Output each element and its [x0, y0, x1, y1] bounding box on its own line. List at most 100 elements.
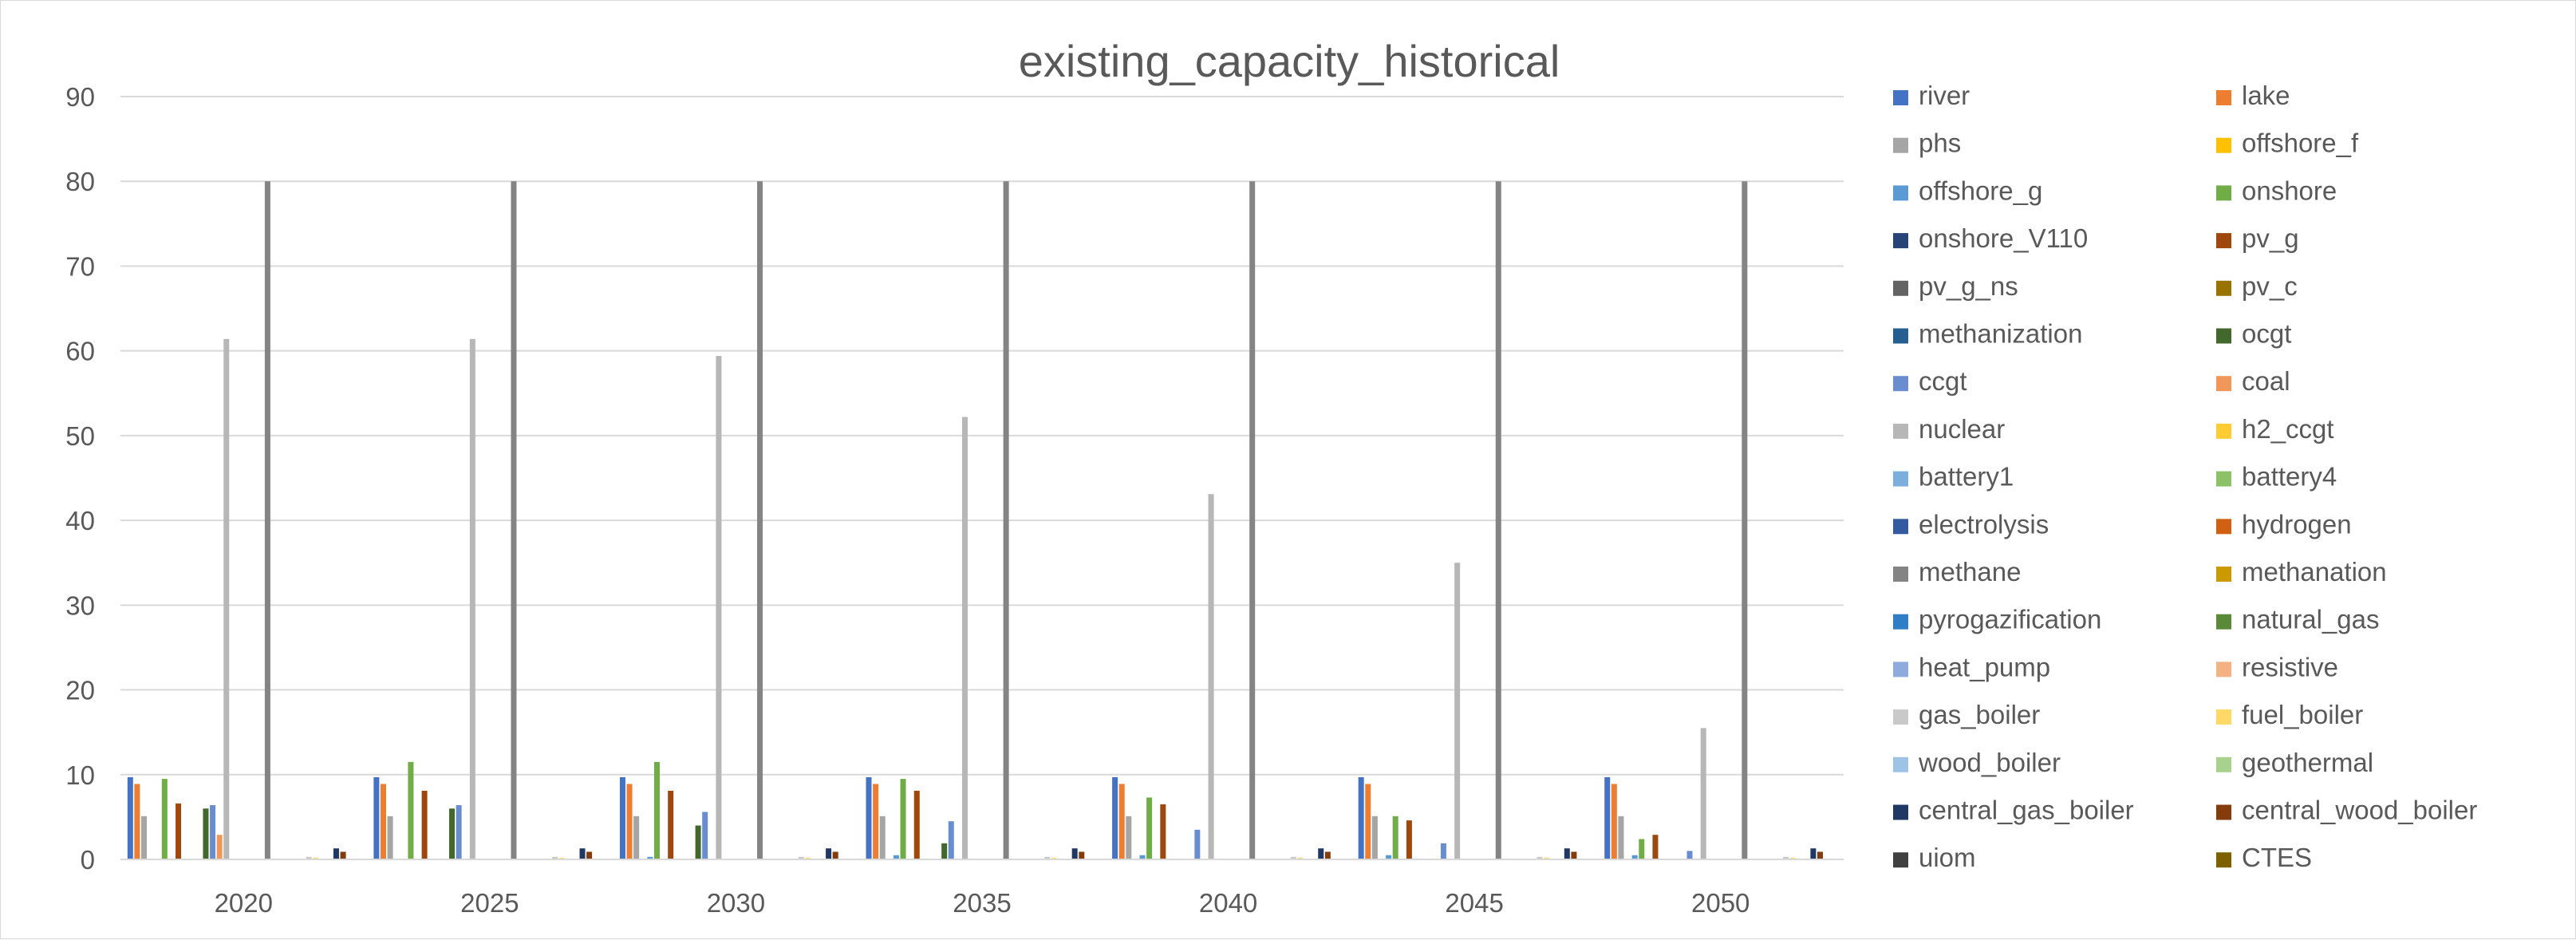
legend-swatch-wood_boiler: [1893, 756, 1908, 772]
x-tick-label: 2035: [953, 888, 1011, 918]
bar-ocgt-2030: [695, 825, 701, 859]
bar-methane-2040: [1249, 181, 1256, 859]
bar-ocgt-2020: [203, 808, 209, 859]
bar-ocgt-2025: [449, 808, 456, 859]
x-tick-label: 2050: [1691, 888, 1750, 918]
bar-river-2025: [373, 776, 380, 859]
legend-swatch-gas_boiler: [1893, 709, 1908, 725]
y-tick-label: 80: [65, 167, 95, 196]
bar-phs-2045: [1371, 816, 1378, 859]
bar-fuel_boiler-2035: [1051, 857, 1057, 859]
legend-label-wood_boiler: wood_boiler: [1918, 748, 2061, 777]
bar-pv_g-2030: [668, 790, 674, 859]
legend-label-phs: phs: [1919, 128, 1961, 158]
bar-central_wood_boiler-2045: [1571, 851, 1577, 859]
legend-swatch-battery4: [2216, 471, 2231, 487]
bar-river-2040: [1112, 776, 1118, 859]
legend-label-CTES: CTES: [2242, 843, 2312, 872]
y-tick-label: 40: [65, 506, 95, 535]
legend-label-offshore_g: offshore_g: [1919, 176, 2042, 205]
bar-gas_boiler-2050: [1782, 856, 1789, 859]
bar-gas_boiler-2045: [1537, 856, 1543, 859]
bar-phs-2025: [387, 816, 393, 859]
bar-fuel_boiler-2030: [805, 857, 811, 859]
gridlines: [120, 96, 1844, 860]
bar-offshore_g-2030: [647, 856, 653, 859]
legend-label-battery1: battery1: [1919, 462, 2014, 492]
bar-nuclear-2025: [469, 338, 475, 860]
bar-central_gas_boiler-2040: [1318, 848, 1324, 859]
legend-label-lake: lake: [2242, 81, 2290, 110]
bar-phs-2035: [879, 816, 886, 859]
legend-label-pyrogazification: pyrogazification: [1919, 605, 2101, 634]
legend-swatch-CTES: [2216, 852, 2231, 868]
bar-lake-2030: [626, 784, 633, 859]
bar-onshore-2025: [408, 761, 414, 859]
bar-methane-2045: [1495, 181, 1501, 859]
legend-swatch-pv_c: [2216, 280, 2231, 296]
x-tick-label: 2045: [1445, 888, 1503, 918]
legend-label-geothermal: geothermal: [2242, 748, 2373, 777]
y-tick-label: 10: [65, 760, 95, 790]
bar-pv_g-2035: [913, 790, 920, 859]
legend-swatch-phs: [1893, 137, 1908, 153]
legend-swatch-lake: [2216, 90, 2231, 105]
bar-lake-2020: [134, 784, 140, 859]
bar-gas_boiler-2030: [798, 856, 804, 859]
legend-label-natural_gas: natural_gas: [2242, 605, 2379, 634]
legend-swatch-electrolysis: [1893, 519, 1908, 535]
legend-label-onshore: onshore: [2242, 176, 2337, 205]
legend-label-pv_c: pv_c: [2242, 271, 2298, 301]
bar-lake-2050: [1611, 784, 1617, 859]
bar-offshore_g-2035: [893, 855, 899, 859]
legend-swatch-offshore_g: [1893, 185, 1908, 201]
legend-swatch-methanation: [2216, 567, 2231, 582]
legend-label-pv_g: pv_g: [2242, 223, 2299, 253]
legend-label-resistive: resistive: [2242, 652, 2338, 681]
legend-label-methane: methane: [1919, 557, 2021, 587]
legend-swatch-pv_g_ns: [1893, 280, 1908, 296]
legend-swatch-geothermal: [2216, 756, 2231, 772]
bar-onshore-2040: [1146, 797, 1153, 859]
y-tick-label: 20: [65, 676, 95, 705]
legend-swatch-onshore: [2216, 185, 2231, 201]
bar-central_wood_boiler-2030: [832, 851, 838, 859]
legend-swatch-river: [1893, 90, 1908, 105]
bar-central_gas_boiler-2045: [1564, 848, 1570, 859]
y-tick-label: 70: [65, 251, 95, 281]
y-axis-ticks: 0 10 20 30 40 50 60 70 80 90: [65, 82, 95, 875]
legend-label-pv_g_ns: pv_g_ns: [1919, 271, 2018, 301]
legend-swatch-ccgt: [1893, 376, 1908, 392]
legend-label-methanation: methanation: [2242, 557, 2387, 587]
legend-swatch-fuel_boiler: [2216, 709, 2231, 725]
bar-onshore-2020: [161, 779, 168, 859]
legend-label-central_gas_boiler: central_gas_boiler: [1919, 796, 2134, 825]
legend-swatch-pv_g: [2216, 233, 2231, 249]
legend-label-battery4: battery4: [2242, 462, 2337, 492]
bar-central_gas_boiler-2025: [579, 848, 586, 859]
bar-central_gas_boiler-2035: [1071, 848, 1078, 859]
legend-swatch-onshore_V110: [1893, 233, 1908, 249]
legend-label-uiom: uiom: [1919, 843, 1976, 872]
bar-pv_g-2025: [421, 790, 428, 859]
y-tick-label: 50: [65, 421, 95, 451]
legend-label-river: river: [1919, 81, 1970, 110]
bar-nuclear-2020: [223, 338, 230, 860]
bar-methane-2020: [264, 181, 270, 859]
bar-pv_g-2050: [1652, 835, 1659, 859]
legend-swatch-methanization: [1893, 328, 1908, 344]
legend-label-central_wood_boiler: central_wood_boiler: [2242, 796, 2477, 825]
legend-swatch-ocgt: [2216, 328, 2231, 344]
bar-central_gas_boiler-2030: [826, 848, 832, 859]
legend-label-ocgt: ocgt: [2242, 319, 2291, 349]
bar-ocgt-2035: [941, 843, 948, 859]
legend-swatch-pyrogazification: [1893, 614, 1908, 630]
bar-ccgt-2045: [1440, 843, 1446, 859]
legend-swatch-coal: [2216, 376, 2231, 392]
bar-pv_g-2020: [176, 803, 182, 859]
bar-lake-2035: [873, 784, 879, 859]
bar-central_wood_boiler-2035: [1079, 851, 1085, 859]
chart-title: existing_capacity_historical: [1019, 36, 1560, 86]
bar-phs-2020: [141, 816, 148, 859]
